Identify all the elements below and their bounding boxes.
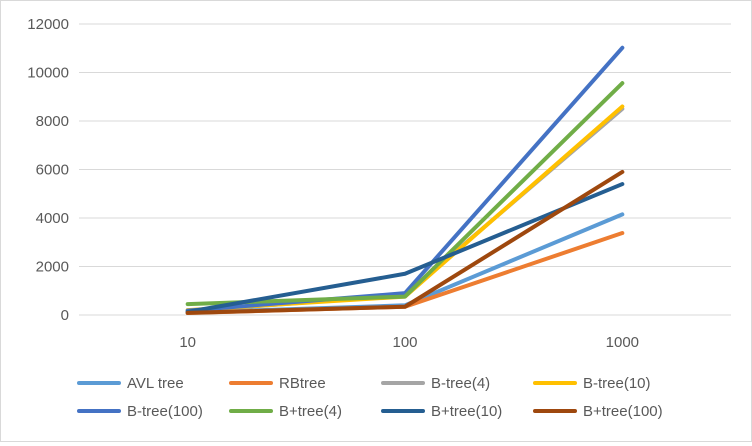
y-tick-label: 2000 — [36, 259, 69, 276]
y-tick-label: 0 — [61, 307, 69, 324]
y-tick-label: 12000 — [27, 16, 69, 33]
legend-label: RBtree — [279, 375, 326, 392]
series-line-b-tree-10 — [185, 182, 625, 314]
x-tick-label: 100 — [392, 334, 417, 351]
legend-label: B-tree(4) — [431, 375, 490, 392]
y-tick-label: 6000 — [36, 162, 69, 179]
x-tick-label: 10 — [179, 334, 196, 351]
y-axis-tick-labels: 0 2000 4000 6000 8000 10000 12000 — [27, 16, 69, 324]
legend-item: B-tree(4) — [381, 375, 490, 392]
series-line-b-tree-100 — [185, 169, 625, 315]
x-tick-label: 1000 — [606, 334, 639, 351]
legend-label: AVL tree — [127, 375, 184, 392]
legend-item: B+tree(4) — [229, 403, 342, 420]
legend: AVL tree RBtree B-tree(4) B-tree(10) B-tree(… — [77, 375, 663, 420]
legend-item: B+tree(10) — [381, 403, 502, 420]
series-line-b-tree-4 — [185, 81, 625, 307]
x-axis-tick-labels: 10 100 1000 — [179, 334, 639, 351]
legend-item: B+tree(100) — [533, 403, 663, 420]
y-tick-label: 8000 — [36, 113, 69, 130]
legend-label: B+tree(4) — [279, 403, 342, 420]
legend-label: B+tree(10) — [431, 403, 502, 420]
legend-item: B-tree(100) — [77, 403, 203, 420]
y-tick-label: 4000 — [36, 210, 69, 227]
gridlines — [79, 23, 731, 316]
y-tick-label: 10000 — [27, 65, 69, 82]
legend-item: B-tree(10) — [533, 375, 651, 392]
series-lines — [185, 45, 625, 316]
legend-label: B+tree(100) — [583, 403, 663, 420]
legend-item: RBtree — [229, 375, 326, 392]
series-line-b-tree-10 — [185, 104, 625, 313]
legend-item: AVL tree — [77, 375, 184, 392]
series-line-b-tree-100 — [185, 45, 625, 313]
legend-label: B-tree(100) — [127, 403, 203, 420]
legend-label: B-tree(10) — [583, 375, 651, 392]
